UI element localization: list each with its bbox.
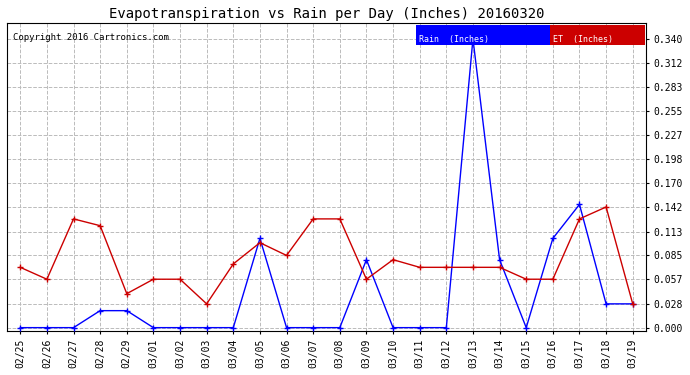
Text: Copyright 2016 Cartronics.com: Copyright 2016 Cartronics.com xyxy=(13,33,169,42)
FancyBboxPatch shape xyxy=(550,25,644,45)
Title: Evapotranspiration vs Rain per Day (Inches) 20160320: Evapotranspiration vs Rain per Day (Inch… xyxy=(109,7,544,21)
FancyBboxPatch shape xyxy=(416,25,550,45)
Text: Rain  (Inches): Rain (Inches) xyxy=(419,35,489,44)
Text: ET  (Inches): ET (Inches) xyxy=(553,35,613,44)
